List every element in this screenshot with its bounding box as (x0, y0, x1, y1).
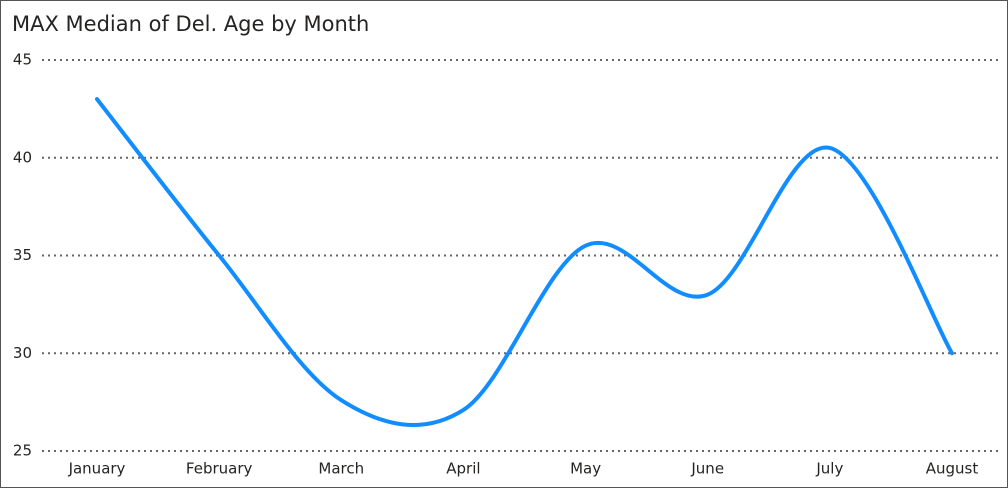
x-tick-label: February (186, 460, 253, 478)
chart-title: MAX Median of Del. Age by Month (12, 12, 369, 36)
x-tick-label: April (446, 460, 480, 478)
x-tick-label: July (815, 460, 843, 478)
y-tick-label: 25 (13, 442, 32, 460)
x-tick-label: June (690, 460, 724, 478)
x-tick-label: January (68, 460, 126, 478)
y-tick-label: 40 (13, 148, 32, 166)
line (95, 97, 954, 428)
x-tick-label: May (570, 460, 601, 478)
y-tick-label: 35 (13, 246, 32, 264)
x-tick-label: August (926, 460, 979, 478)
y-tick-label: 45 (13, 51, 32, 69)
x-tick-label: March (318, 460, 364, 478)
y-tick-label: 30 (13, 344, 32, 362)
